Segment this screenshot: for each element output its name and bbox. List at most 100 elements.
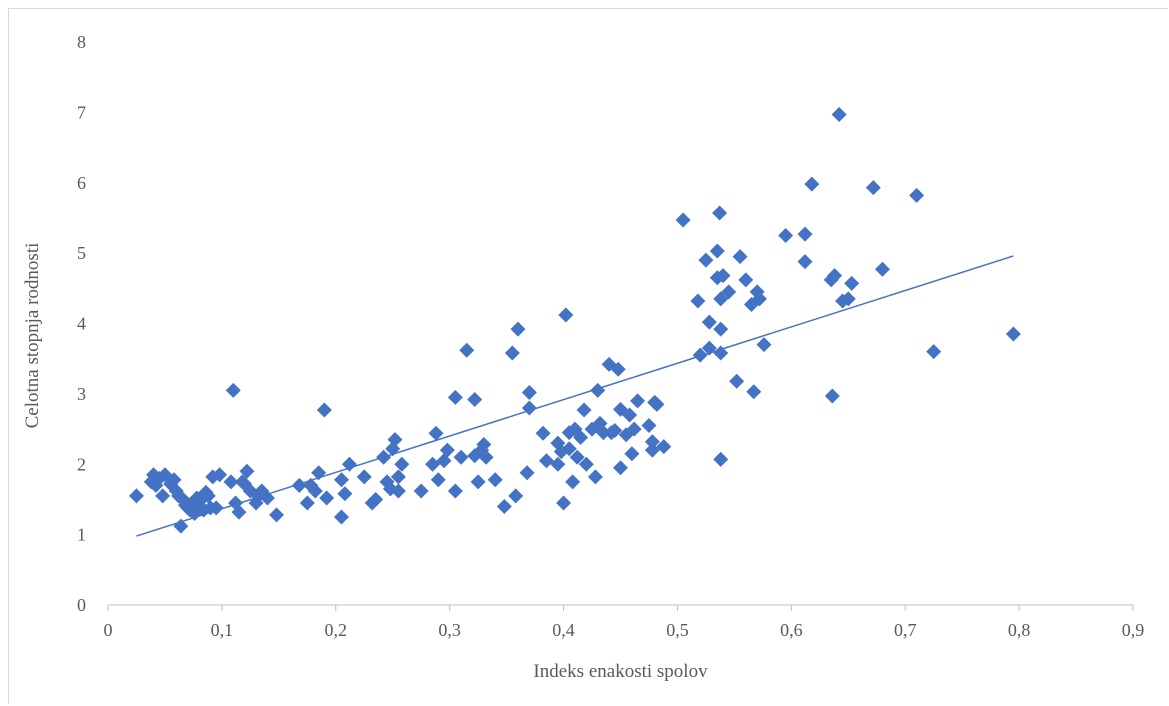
data-point xyxy=(467,392,483,408)
data-point xyxy=(390,469,406,485)
data-point xyxy=(732,249,748,265)
data-points xyxy=(128,106,1021,534)
data-point xyxy=(558,307,574,323)
data-point xyxy=(751,291,767,307)
data-point xyxy=(844,275,860,291)
data-point xyxy=(259,490,275,506)
data-point xyxy=(713,321,729,337)
data-point xyxy=(804,176,820,192)
data-point xyxy=(610,361,626,377)
data-point xyxy=(223,474,239,490)
x-tick-label: 0,4 xyxy=(552,620,575,640)
data-point xyxy=(556,495,572,511)
y-tick-label: 0 xyxy=(77,595,86,615)
data-point xyxy=(565,474,581,490)
data-point xyxy=(729,373,745,389)
data-point xyxy=(439,442,455,458)
data-point xyxy=(1005,326,1021,342)
data-point xyxy=(476,437,492,453)
x-tick-label: 0,3 xyxy=(438,620,461,640)
data-point xyxy=(630,393,646,409)
data-point xyxy=(578,456,594,472)
data-point xyxy=(649,396,665,412)
data-point xyxy=(239,463,255,479)
data-point xyxy=(231,504,247,520)
data-point xyxy=(587,469,603,485)
data-point xyxy=(576,402,592,418)
data-point xyxy=(644,434,660,450)
data-point xyxy=(225,382,241,398)
data-point xyxy=(307,483,323,499)
data-point xyxy=(713,345,729,361)
data-point xyxy=(595,425,611,441)
data-point xyxy=(487,472,503,488)
data-point xyxy=(538,453,554,469)
data-point xyxy=(721,284,737,300)
chart-area xyxy=(8,8,1168,704)
data-point xyxy=(644,442,660,458)
y-tick-label: 3 xyxy=(77,384,86,404)
x-axis-title: Indeks enakosti spolov xyxy=(533,661,708,682)
data-point xyxy=(656,439,672,455)
data-point xyxy=(824,388,840,404)
data-point xyxy=(337,486,353,502)
x-tick-label: 0 xyxy=(104,620,113,640)
data-point xyxy=(519,465,535,481)
x-tick-label: 0,9 xyxy=(1122,620,1145,640)
data-point xyxy=(387,432,403,448)
data-point xyxy=(909,187,925,203)
y-tick-label: 7 xyxy=(77,102,86,122)
x-tick-label: 0,8 xyxy=(1008,620,1031,640)
data-point xyxy=(470,474,486,490)
data-point xyxy=(333,509,349,525)
data-point xyxy=(425,456,441,472)
data-point xyxy=(535,425,551,441)
data-point xyxy=(394,456,410,472)
data-point xyxy=(622,407,638,423)
data-point xyxy=(590,382,606,398)
data-point xyxy=(561,441,577,457)
data-point xyxy=(155,488,171,504)
x-tick-label: 0,7 xyxy=(894,620,917,640)
data-point xyxy=(712,205,728,221)
data-point xyxy=(447,483,463,499)
data-point xyxy=(356,469,372,485)
data-point xyxy=(496,498,512,514)
data-point xyxy=(166,472,182,488)
data-point xyxy=(874,261,890,277)
data-point xyxy=(831,106,847,122)
data-point xyxy=(569,449,585,465)
data-point xyxy=(675,212,691,228)
data-point xyxy=(447,389,463,405)
data-point xyxy=(428,425,444,441)
data-point xyxy=(607,422,623,438)
x-tick-label: 0,1 xyxy=(211,620,234,640)
data-point xyxy=(521,400,537,416)
x-tick-label: 0,2 xyxy=(325,620,348,640)
data-point xyxy=(510,321,526,337)
data-point xyxy=(865,180,881,196)
data-point xyxy=(459,342,475,358)
data-point xyxy=(341,456,357,472)
data-point xyxy=(368,491,384,507)
x-tick-label: 0,5 xyxy=(666,620,689,640)
data-point xyxy=(778,228,794,244)
data-point xyxy=(269,507,285,523)
data-point xyxy=(690,293,706,309)
data-point xyxy=(413,483,429,499)
y-axis-title: Celotna stopnja rodnosti xyxy=(22,243,43,429)
y-tick-label: 5 xyxy=(77,243,86,263)
data-point xyxy=(756,337,772,353)
data-point xyxy=(508,488,524,504)
data-point xyxy=(453,449,469,465)
data-point xyxy=(746,384,762,400)
data-point xyxy=(827,268,843,284)
data-point xyxy=(128,488,144,504)
data-point xyxy=(613,460,628,476)
data-point xyxy=(212,467,228,483)
y-tick-label: 6 xyxy=(77,173,86,193)
data-point xyxy=(840,291,856,307)
data-point xyxy=(550,456,566,472)
data-point xyxy=(701,314,717,330)
